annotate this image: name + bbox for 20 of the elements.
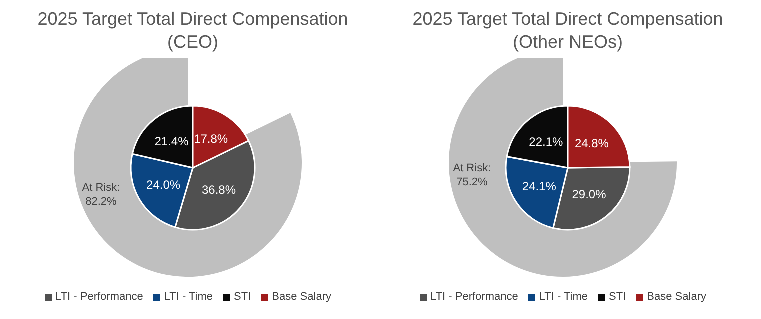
data-label: 17.8% bbox=[194, 132, 228, 146]
data-label: 24.0% bbox=[146, 178, 181, 192]
legend-label: LTI - Performance bbox=[430, 291, 518, 303]
data-label: 24.8% bbox=[574, 136, 610, 151]
data-label: 24.1% bbox=[522, 180, 557, 194]
legend-label: LTI - Time bbox=[164, 291, 214, 303]
legend-label: Base Salary bbox=[272, 291, 332, 303]
legend-label: STI bbox=[609, 291, 626, 303]
legend-label: LTI - Performance bbox=[56, 291, 144, 303]
legend-label: LTI - Time bbox=[539, 291, 588, 303]
text: At Risk: 82.2% bbox=[82, 182, 120, 208]
data-label: 29.0% bbox=[572, 188, 607, 202]
chart-title: 2025 Target Total Direct Compensation (Other NEOs) bbox=[412, 8, 724, 54]
legend-label: STI bbox=[234, 291, 252, 303]
data-label: 21.4% bbox=[154, 134, 190, 148]
chart-title: 2025 Target Total Direct Compensation (CEO) bbox=[36, 8, 350, 54]
text: At Risk: 75.2% bbox=[453, 162, 492, 189]
data-label: 22.1% bbox=[529, 134, 564, 149]
legend-label: Base Salary bbox=[647, 291, 706, 303]
data-label: 36.8% bbox=[202, 183, 236, 198]
